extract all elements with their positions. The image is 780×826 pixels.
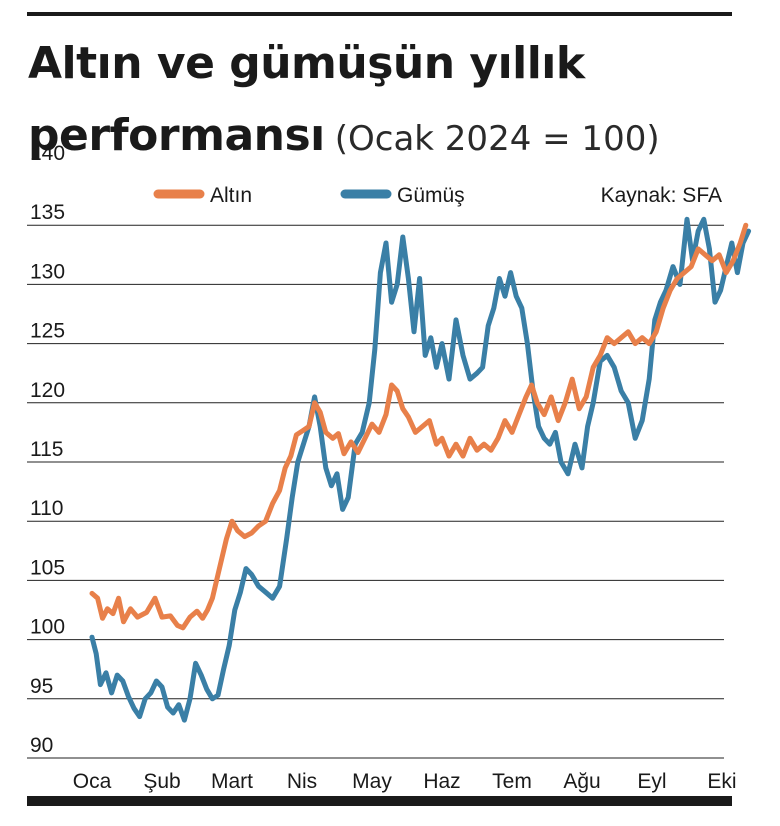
x-tick-label: May bbox=[352, 770, 392, 793]
y-tick-label: 130 bbox=[30, 260, 65, 283]
y-tick-label: 140 bbox=[30, 142, 65, 165]
y-tick-label: 115 bbox=[30, 438, 63, 461]
y-tick-label: 135 bbox=[30, 201, 65, 224]
y-axis-ticks: 140 135 130 125 120 115 110 105 100 95 90 bbox=[30, 142, 65, 757]
series-lines bbox=[89, 216, 752, 723]
grid-lines bbox=[27, 224, 724, 759]
x-tick-label: Tem bbox=[492, 770, 532, 793]
x-axis-ticks: Oca Şub Mart Nis May Haz Tem Ağu Eyl Eki bbox=[73, 770, 737, 793]
x-tick-label: Nis bbox=[287, 770, 317, 793]
x-tick-label: Mart bbox=[211, 770, 253, 793]
legend-label-gold: Altın bbox=[210, 184, 252, 207]
series-line-gold bbox=[89, 222, 749, 631]
bottom-rule bbox=[27, 796, 732, 806]
x-tick-label: Ağu bbox=[563, 770, 600, 793]
x-tick-label: Eyl bbox=[637, 770, 666, 793]
chart-title-line1: Altın ve gümüşün yıllık bbox=[28, 38, 585, 89]
x-tick-label: Oca bbox=[73, 770, 112, 793]
x-tick-label: Eki bbox=[707, 770, 736, 793]
chart-title-bold: performansı bbox=[28, 110, 325, 161]
y-tick-label: 125 bbox=[30, 320, 65, 343]
top-rule bbox=[27, 12, 732, 16]
legend-label-silver: Gümüş bbox=[397, 184, 465, 207]
series-line-silver bbox=[89, 216, 752, 723]
y-tick-label: 110 bbox=[30, 497, 63, 520]
y-tick-label: 95 bbox=[30, 675, 53, 698]
y-tick-label: 120 bbox=[30, 379, 65, 402]
y-tick-label: 100 bbox=[30, 616, 65, 639]
legend: Altın Gümüş Kaynak: SFA bbox=[153, 184, 722, 207]
x-tick-label: Şub bbox=[143, 770, 180, 793]
y-tick-label: 90 bbox=[30, 734, 53, 757]
source-label: Kaynak: SFA bbox=[601, 184, 722, 207]
x-tick-label: Haz bbox=[423, 770, 460, 793]
y-tick-label: 105 bbox=[30, 556, 65, 579]
chart-title-line2: performansı (Ocak 2024 = 100) bbox=[28, 110, 660, 161]
chart-subtitle: (Ocak 2024 = 100) bbox=[334, 119, 660, 159]
